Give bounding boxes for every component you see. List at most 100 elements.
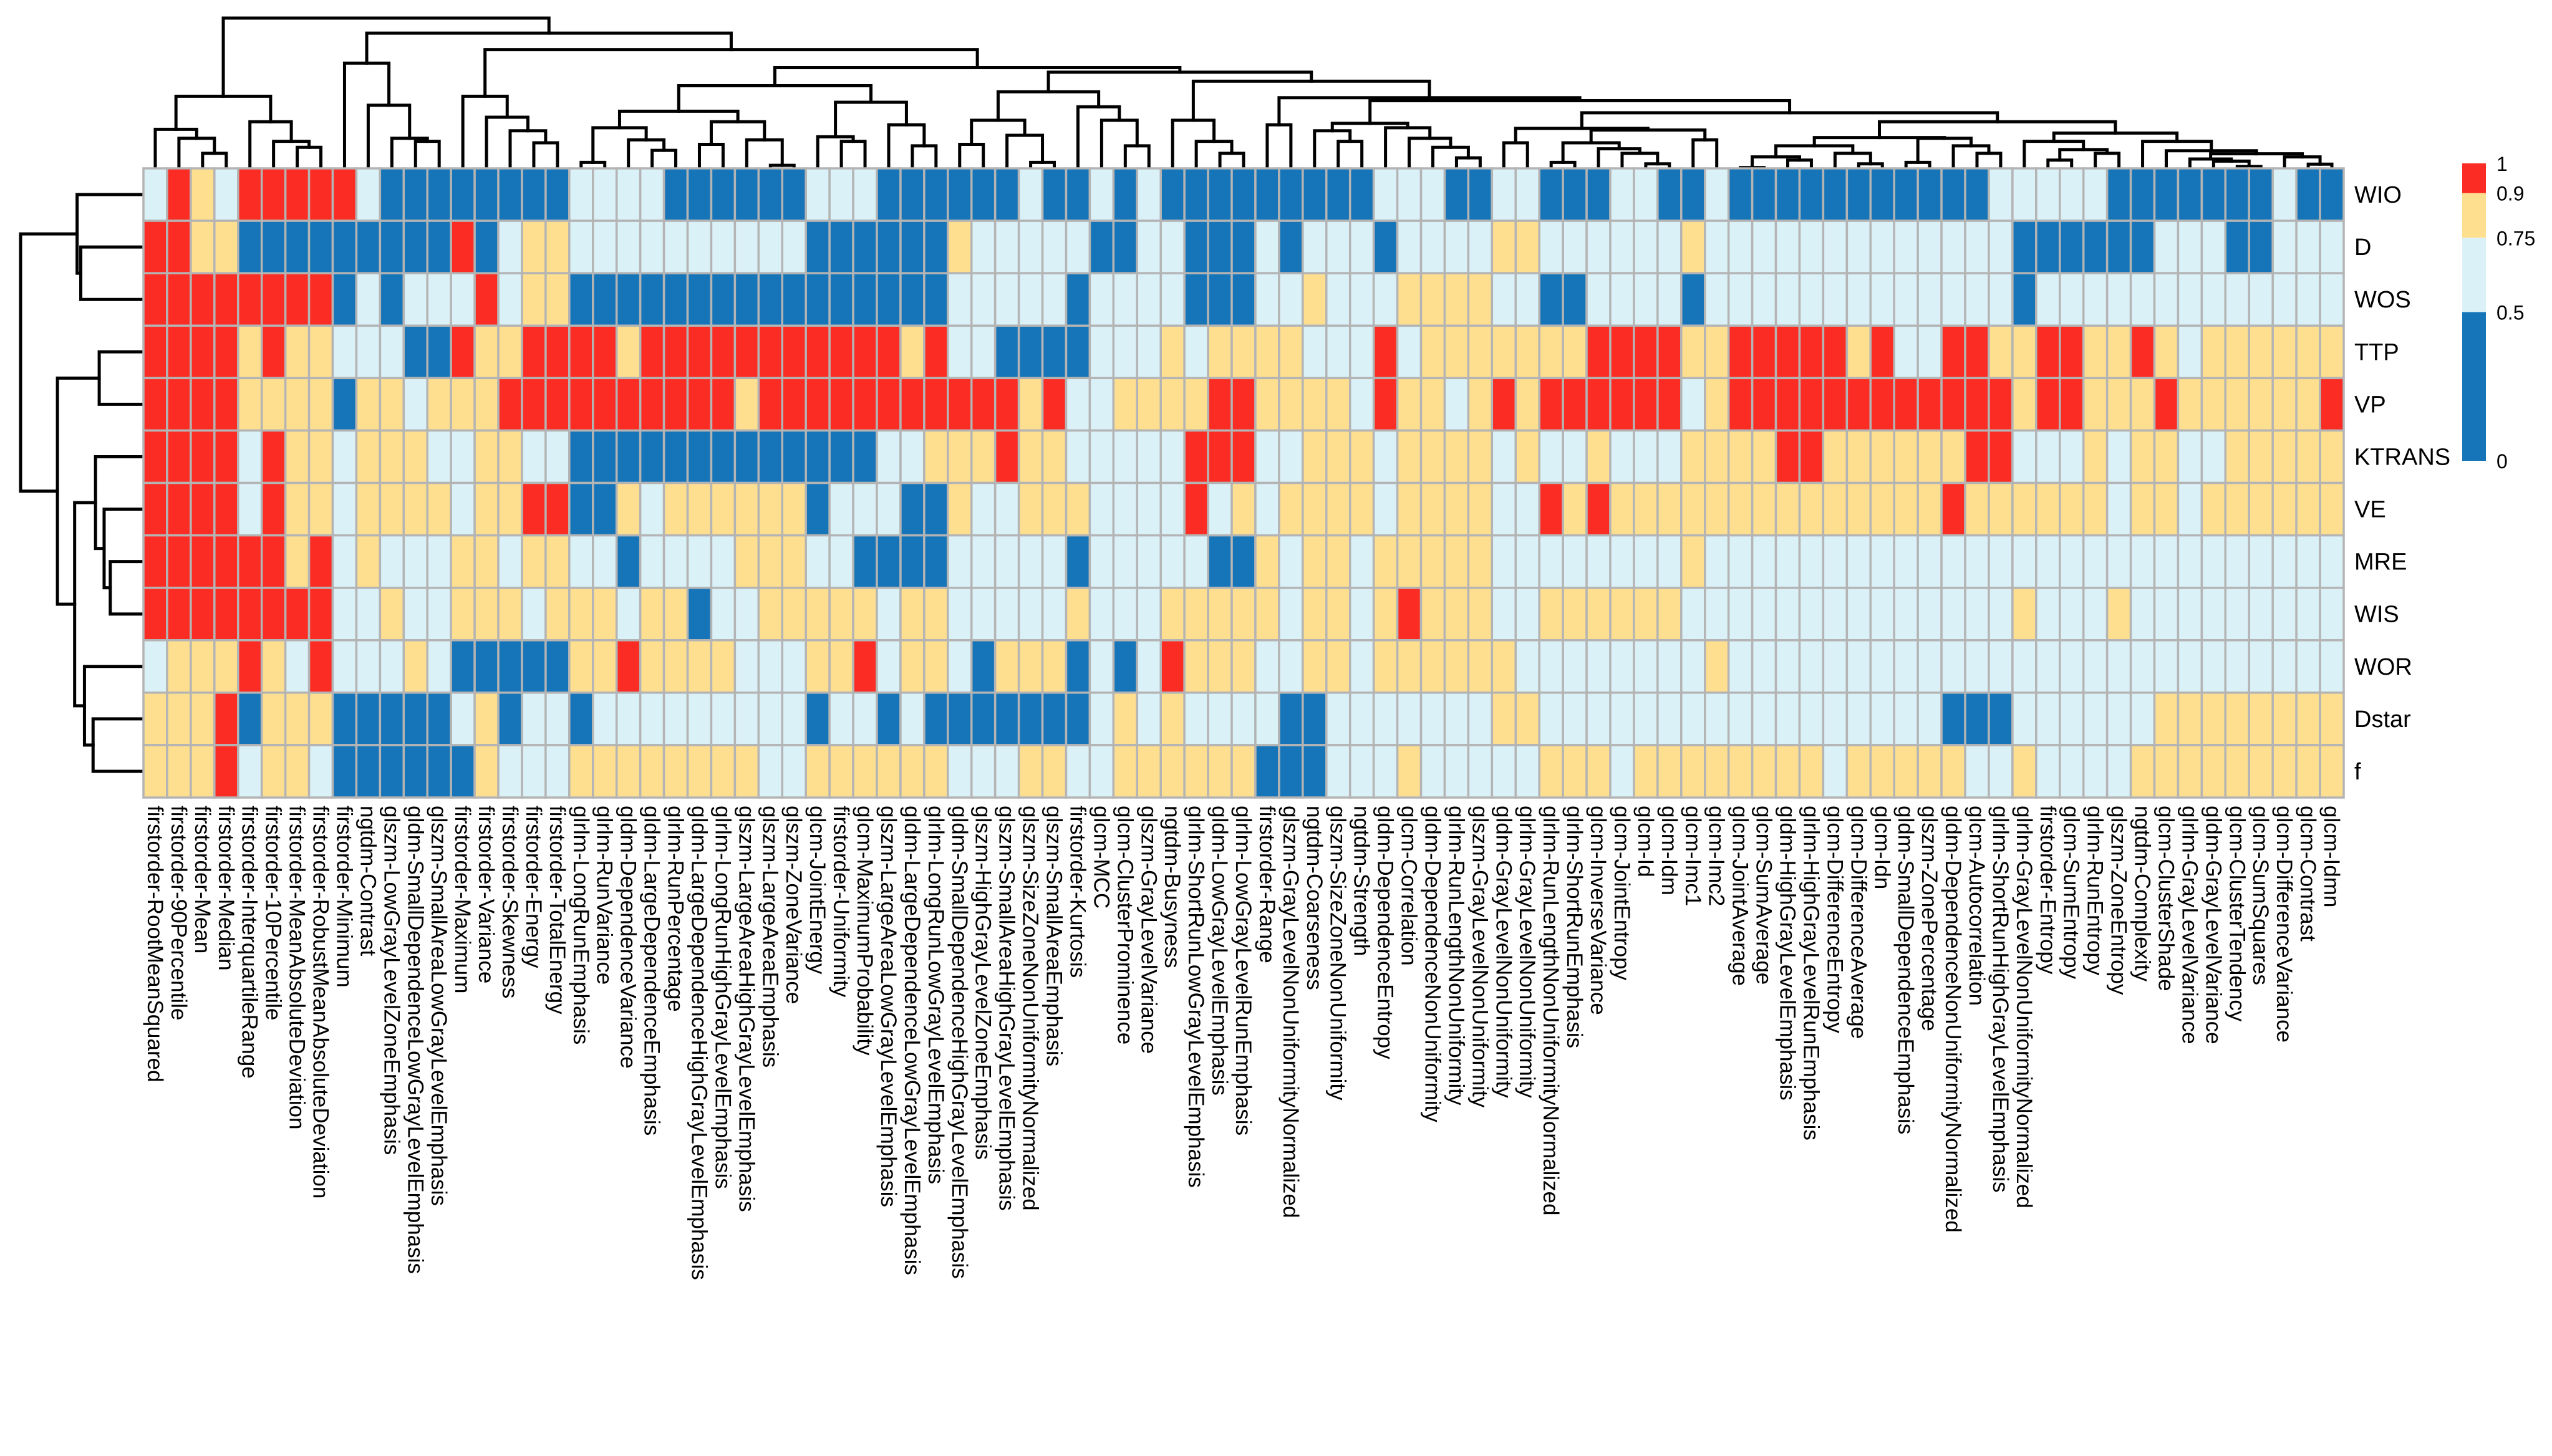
heatmap-cell — [497, 272, 523, 327]
heatmap-cell — [1183, 692, 1209, 746]
heatmap-cell — [1065, 481, 1091, 537]
heatmap-cell — [1467, 377, 1494, 432]
row-label: KTRANS — [2354, 444, 2450, 470]
heatmap-cell — [426, 429, 452, 485]
heatmap-cell — [1372, 534, 1399, 589]
heatmap-cell — [1845, 272, 1872, 327]
dendrogram-branch — [911, 144, 938, 170]
heatmap-cell — [2271, 272, 2298, 327]
heatmap-cell — [1183, 534, 1209, 589]
column-label: glszm-GrayLevelNonUniformity — [1467, 806, 1492, 1108]
row-label: WOS — [2354, 287, 2411, 313]
heatmap-cell — [1159, 692, 1186, 746]
heatmap-cell — [1822, 429, 1849, 485]
heatmap-cell — [1656, 639, 1683, 694]
column-label: glrlm-HighGrayLevelRunEmphasis — [1799, 806, 1823, 1140]
heatmap-cell — [923, 377, 949, 432]
heatmap-cell — [1609, 219, 1635, 274]
heatmap-cell — [1396, 377, 1423, 432]
heatmap-cell — [1372, 219, 1399, 274]
heatmap-cell — [923, 429, 949, 485]
heatmap-cell — [757, 534, 784, 589]
heatmap-cell — [1751, 324, 1777, 380]
heatmap-cell — [733, 377, 760, 432]
column-label: glrlm-ShortRunLowGrayLevelEmphasis — [1184, 806, 1208, 1188]
heatmap-cell — [710, 481, 737, 537]
heatmap-cell — [2059, 377, 2085, 432]
heatmap-cell — [260, 744, 287, 799]
heatmap-cell — [1278, 219, 1304, 274]
heatmap-cell — [947, 481, 973, 537]
heatmap-cell — [426, 324, 452, 380]
heatmap-cell — [1443, 586, 1470, 642]
heatmap-cell — [2224, 324, 2251, 380]
column-label: glrlm-LongRunEmphasis — [569, 806, 593, 1044]
heatmap-cell — [1609, 744, 1635, 799]
heatmap-cell — [733, 586, 760, 642]
heatmap-cell — [260, 167, 287, 222]
column-label: glszm-GrayLevelVariance — [1136, 806, 1161, 1054]
heatmap-cell — [1065, 377, 1091, 432]
heatmap-cell — [1419, 324, 1446, 380]
heatmap-cell — [1041, 219, 1068, 274]
heatmap-cell — [2319, 481, 2345, 537]
column-label: ngtdm-Complexity — [2130, 806, 2155, 982]
heatmap-cell — [1774, 377, 1801, 432]
column-label: glcm-Imc2 — [1704, 806, 1729, 906]
heatmap-cell — [2248, 167, 2274, 222]
heatmap-cell — [2082, 534, 2109, 589]
heatmap-cell — [190, 219, 216, 274]
heatmap-cell — [757, 639, 784, 694]
heatmap-cell — [1585, 272, 1612, 327]
heatmap-cell — [450, 534, 476, 589]
heatmap-cell — [284, 429, 311, 485]
heatmap-cell — [1751, 429, 1777, 485]
heatmap-cell — [1514, 744, 1540, 799]
heatmap-cell — [2295, 167, 2321, 222]
heatmap-cell — [402, 377, 428, 432]
heatmap-cell — [662, 692, 689, 746]
heatmap-cell — [2295, 481, 2321, 537]
heatmap-cell — [1822, 481, 1849, 537]
heatmap-cell — [1396, 744, 1423, 799]
heatmap-cell — [497, 219, 523, 274]
heatmap-cell — [355, 429, 382, 485]
heatmap-cell — [1230, 377, 1257, 432]
heatmap-cell — [923, 481, 949, 537]
heatmap-cell — [1017, 639, 1044, 694]
heatmap-cell — [1633, 481, 1659, 537]
heatmap-cell — [379, 219, 405, 274]
heatmap-cell — [331, 534, 358, 589]
heatmap-cell — [1633, 692, 1659, 746]
heatmap-cell — [1254, 272, 1280, 327]
column-label: firstorder-InterquartileRange — [238, 806, 262, 1079]
heatmap-cell — [1680, 744, 1706, 799]
heatmap-cell — [2059, 692, 2085, 746]
heatmap-cell — [876, 534, 902, 589]
heatmap-cell — [1348, 429, 1375, 485]
heatmap-cell — [1538, 377, 1564, 432]
heatmap-cell — [379, 534, 405, 589]
heatmap-cell — [1703, 377, 1730, 432]
heatmap-cell — [1845, 692, 1872, 746]
heatmap-cell — [2129, 534, 2156, 589]
heatmap-cell — [2082, 481, 2109, 537]
heatmap-cell — [1585, 481, 1612, 537]
heatmap-cell — [331, 429, 358, 485]
heatmap-cell — [1372, 692, 1399, 746]
heatmap-cell — [1916, 272, 1943, 327]
heatmap-cell — [2248, 481, 2274, 537]
heatmap-cell — [1869, 744, 1895, 799]
heatmap-cell — [686, 429, 713, 485]
heatmap-cell — [615, 167, 642, 222]
column-label: firstorder-10Percentile — [261, 806, 286, 1020]
heatmap-cell — [1088, 744, 1115, 799]
heatmap-cell — [1467, 324, 1494, 380]
heatmap-cell — [544, 272, 571, 327]
column-label: glrlm-GrayLevelVariance — [2177, 806, 2202, 1044]
heatmap-cell — [1916, 481, 1943, 537]
heatmap-cell — [1609, 377, 1635, 432]
heatmap-cell — [733, 167, 760, 222]
heatmap-cell — [1372, 481, 1399, 537]
heatmap-cell — [1798, 586, 1825, 642]
